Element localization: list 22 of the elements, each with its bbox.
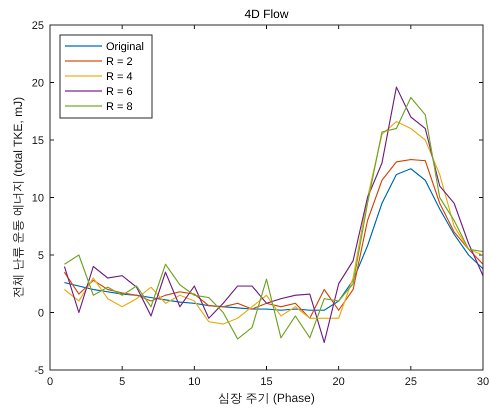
x-tick-label: 5 [119,376,126,388]
y-tick-label: 0 [38,308,44,320]
chart-title: 4D Flow [244,7,289,21]
y-tick-label: 5 [38,250,44,262]
x-tick-label: 30 [476,376,490,388]
x-tick-label: 25 [404,376,417,388]
x-tick-label: 15 [260,376,273,388]
x-tick-label: 10 [188,376,200,388]
y-axis-title: 전체 난류 운동 에너지 (total TKE, mJ) [11,96,25,298]
x-tick-label: 0 [46,376,54,388]
legend-label: R = 8 [106,101,133,113]
y-tick-label: 15 [32,135,44,147]
y-tick-label: 10 [32,192,44,204]
y-tick-label: 25 [32,20,44,32]
x-axis-title: 심장 주기 (Phase) [218,391,315,405]
y-tick-label: -5 [34,365,44,377]
y-tick-label: 20 [32,78,44,90]
legend-label: R = 2 [106,56,133,68]
legend-label: R = 6 [106,86,133,98]
legend-label: R = 4 [106,71,133,83]
legend-label: Original [106,41,144,53]
x-tick-label: 20 [332,376,345,388]
